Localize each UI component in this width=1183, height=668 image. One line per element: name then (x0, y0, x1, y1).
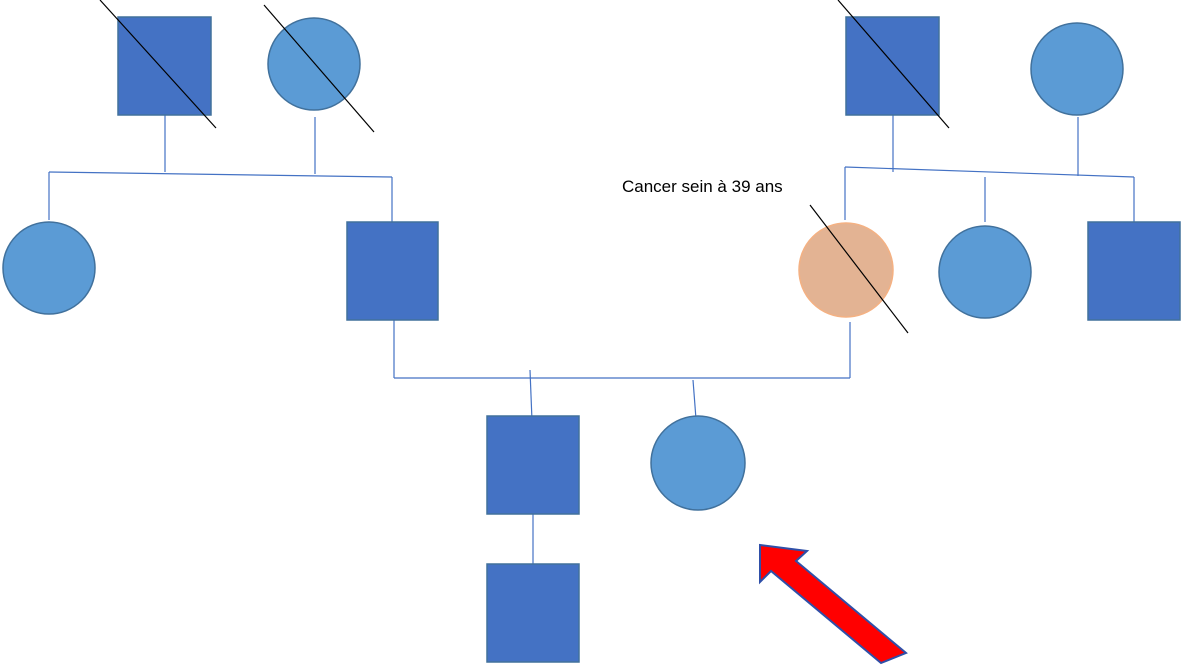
line-maternal-sibship (844, 166, 1135, 178)
proband (650, 415, 746, 511)
gp-paternal-father (117, 16, 212, 116)
paternal-aunt (2, 221, 96, 315)
deceased-mark-gp-maternal-father (837, 0, 950, 129)
deceased-mark-gp-paternal-mother (263, 4, 375, 133)
deceased-marks (99, 0, 950, 334)
line-paternal-sibship (48, 171, 393, 178)
connector-lines (48, 115, 1135, 564)
deceased-mark-mother (809, 204, 909, 334)
gp-maternal-mother (1030, 22, 1124, 116)
father (346, 221, 439, 321)
arrow-pointer-icon (759, 543, 908, 665)
maternal-aunt (938, 225, 1032, 319)
maternal-uncle (1087, 221, 1181, 321)
deceased-mark-gp-paternal-father (99, 0, 217, 129)
mother (798, 222, 894, 318)
gp-paternal-mother (267, 17, 361, 111)
cancer-annotation: Cancer sein à 39 ans (622, 177, 783, 196)
son (486, 415, 580, 515)
grandson (486, 563, 580, 663)
